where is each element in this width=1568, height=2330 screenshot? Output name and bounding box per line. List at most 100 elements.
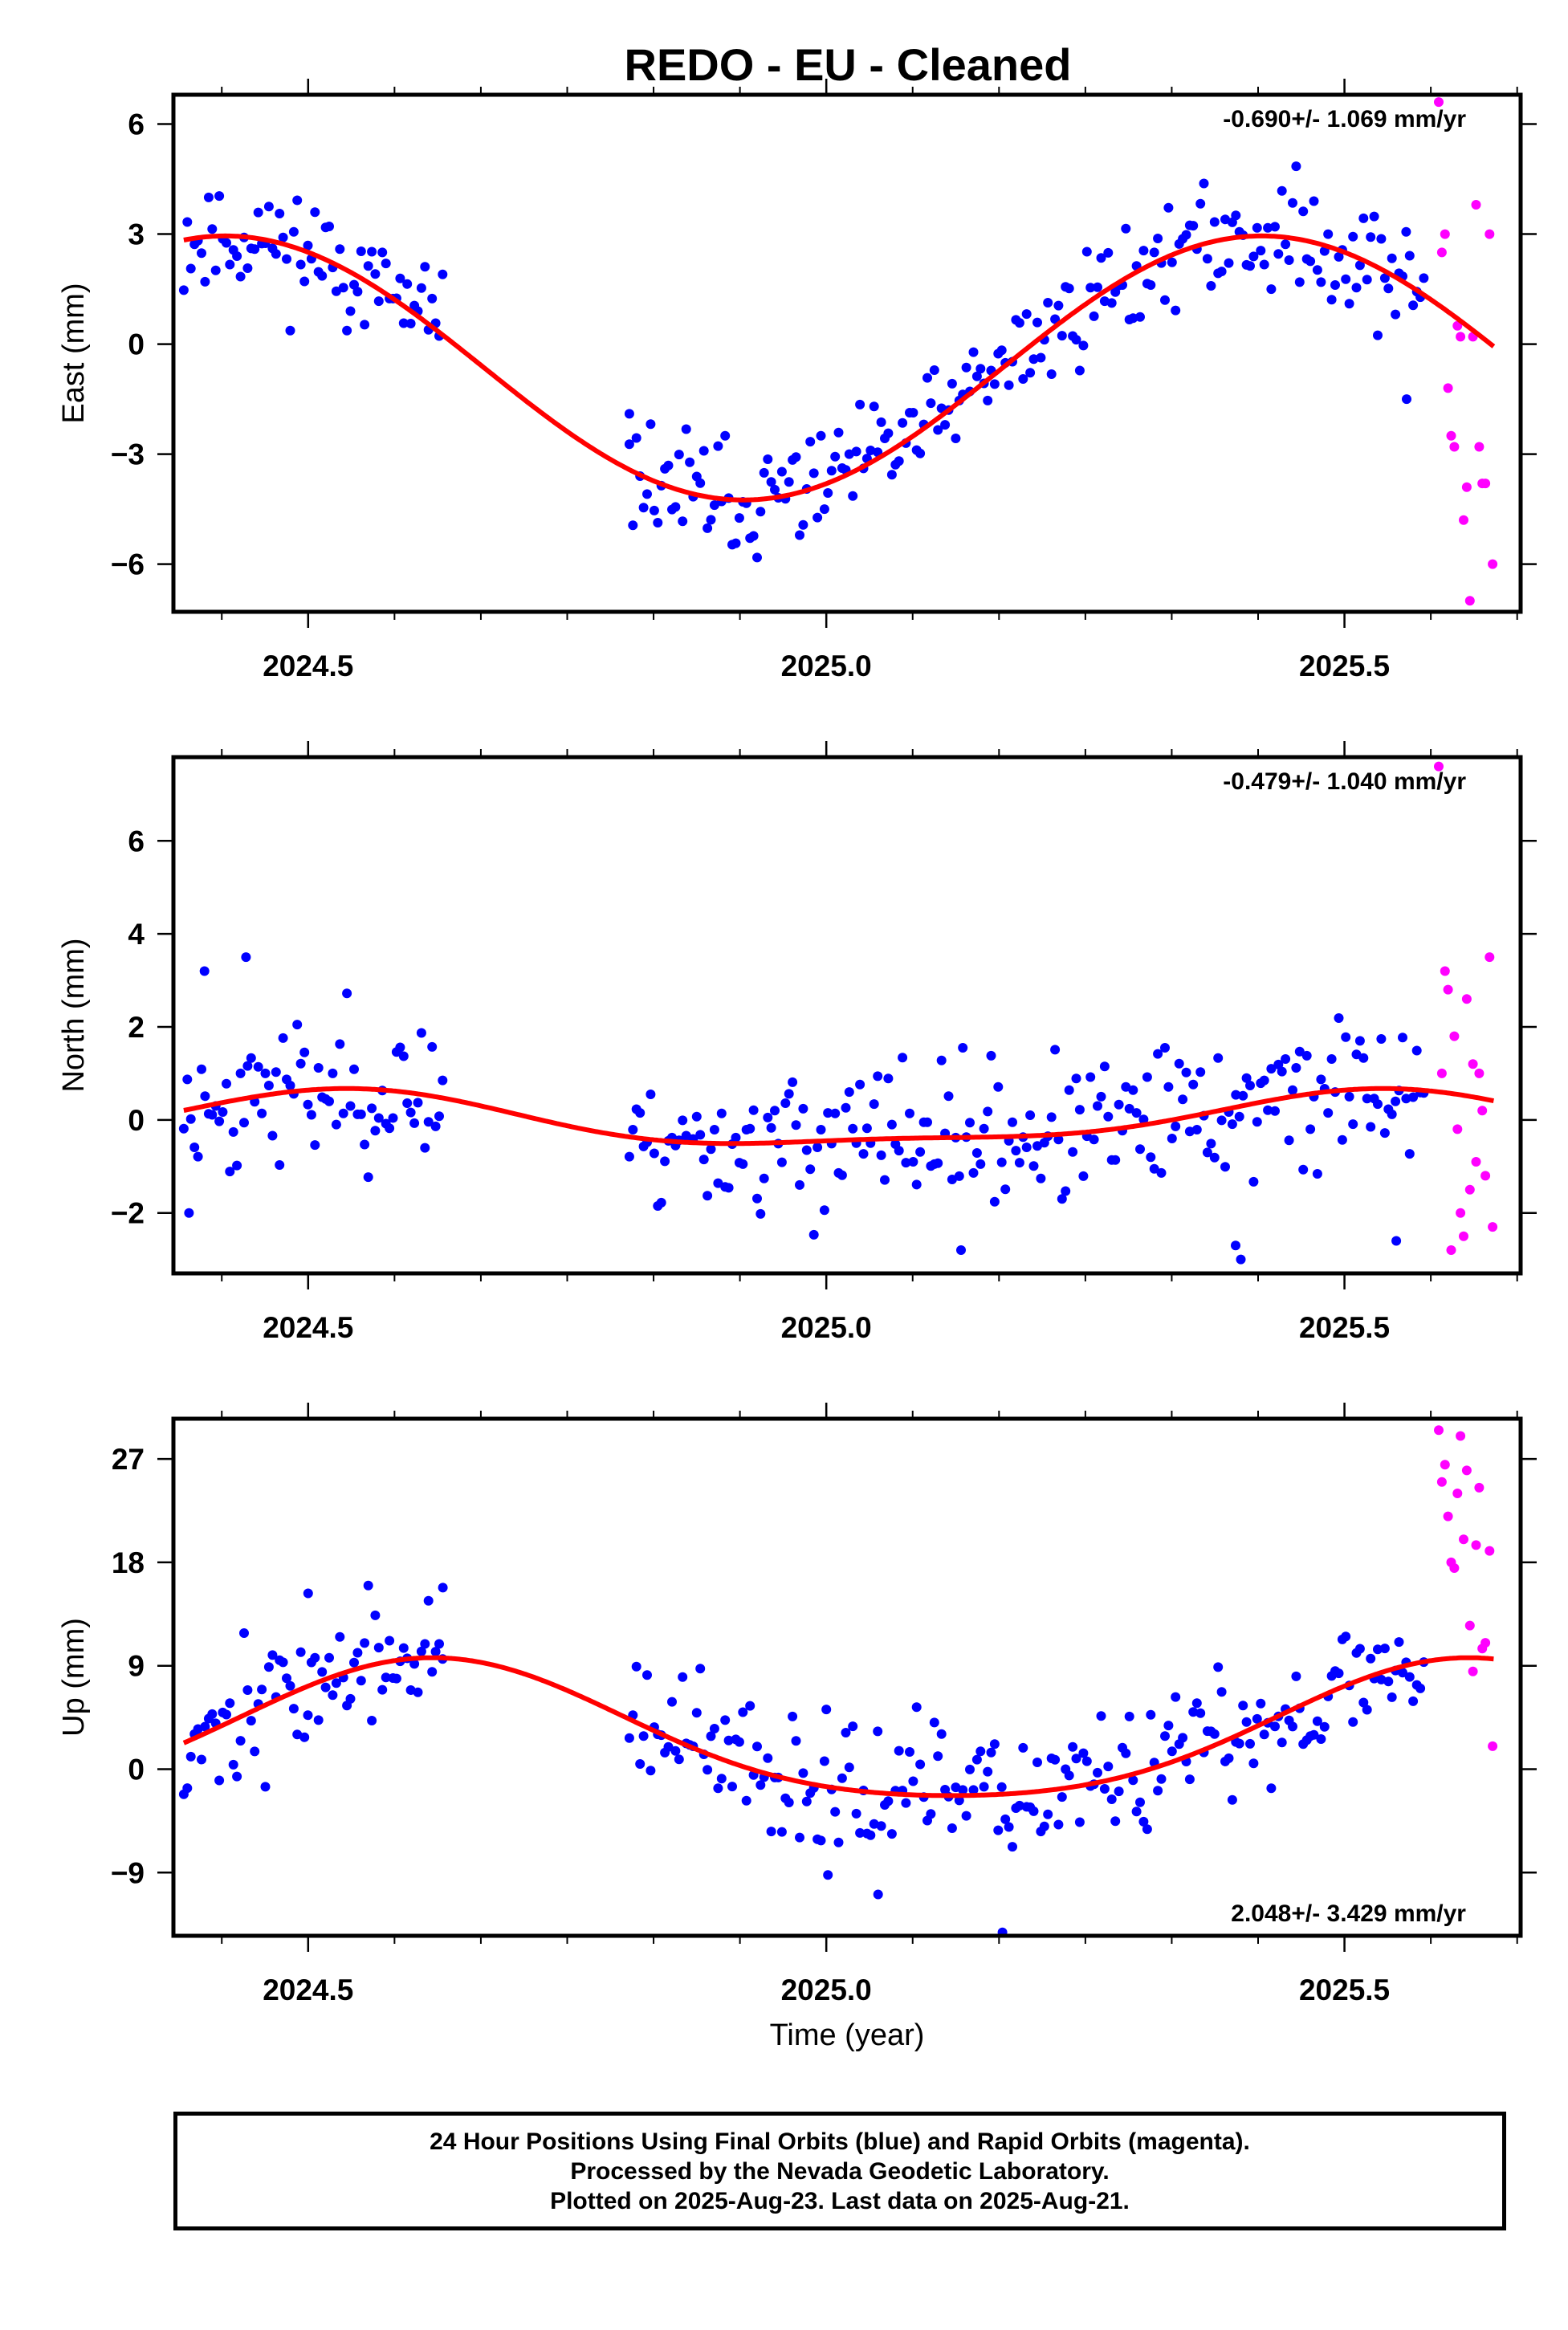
final-orbit-point [1298, 1164, 1309, 1175]
final-orbit-point [303, 1099, 313, 1110]
final-orbit-point [242, 263, 253, 273]
final-orbit-point [738, 1707, 748, 1717]
final-orbit-point [642, 489, 652, 499]
final-orbit-point [1341, 274, 1351, 284]
final-orbit-point [1354, 260, 1365, 271]
final-orbit-point [954, 1171, 964, 1181]
final-orbit-point [253, 1061, 263, 1072]
final-orbit-point [989, 379, 1000, 389]
final-orbit-point [207, 224, 218, 234]
final-orbit-point [883, 1796, 894, 1807]
final-orbit-point [1188, 221, 1199, 231]
final-orbit-point [993, 1081, 1004, 1092]
data-points [178, 97, 1498, 606]
final-orbit-point [986, 1747, 996, 1758]
final-orbit-point [1341, 1032, 1351, 1042]
final-orbit-point [1354, 1036, 1365, 1046]
final-orbit-point [1064, 283, 1074, 294]
final-orbit-point [1163, 1721, 1174, 1731]
final-orbit-point [956, 1245, 966, 1255]
final-orbit-point [848, 1123, 858, 1134]
final-orbit-point [628, 1125, 638, 1134]
final-orbit-point [947, 1175, 957, 1184]
final-orbit-point [278, 1033, 288, 1043]
final-orbit-point [1061, 1186, 1071, 1196]
final-orbit-point [833, 1837, 844, 1847]
final-orbit-point [1074, 1817, 1085, 1827]
final-orbit-point [1305, 1124, 1316, 1134]
final-orbit-point [1078, 1171, 1089, 1181]
final-orbit-point [310, 207, 320, 218]
final-orbit-point [303, 1588, 313, 1599]
final-orbit-point [241, 952, 251, 963]
final-orbit-point [1135, 312, 1145, 322]
final-orbit-point [1273, 249, 1284, 259]
final-orbit-point [898, 1053, 908, 1063]
final-orbit-point [1188, 1079, 1199, 1090]
final-orbit-point [1387, 1692, 1397, 1702]
final-orbit-point [929, 1717, 939, 1728]
final-orbit-point [784, 477, 794, 487]
final-orbit-point [1326, 1054, 1337, 1064]
y-tick-label: 3 [128, 218, 145, 251]
final-orbit-point [713, 441, 723, 451]
final-orbit-point [1330, 280, 1340, 290]
final-orbit-point [642, 1670, 652, 1680]
final-orbit-point [663, 460, 674, 470]
rapid-orbit-point [1468, 1666, 1478, 1676]
final-orbit-point [1291, 1063, 1301, 1073]
final-orbit-point [373, 296, 384, 307]
final-orbit-point [1213, 1053, 1224, 1063]
final-orbit-point [395, 273, 405, 283]
final-orbit-point [1341, 1631, 1351, 1642]
final-orbit-point [310, 1140, 320, 1151]
final-orbit-point [1171, 305, 1181, 316]
final-orbit-point [260, 1068, 271, 1078]
final-orbit-point [1391, 1096, 1401, 1106]
final-orbit-point [808, 1229, 819, 1240]
final-orbit-point [698, 1155, 709, 1165]
final-orbit-point [275, 209, 285, 218]
final-orbit-point [1404, 251, 1415, 261]
final-orbit-point [1103, 247, 1114, 258]
final-orbit-point [222, 1709, 231, 1720]
final-orbit-point [413, 1098, 423, 1108]
final-orbit-point [936, 1729, 947, 1739]
final-orbit-point [299, 276, 310, 287]
final-orbit-point [430, 1121, 441, 1131]
rapid-orbit-point [1434, 1425, 1444, 1436]
final-orbit-point [1305, 256, 1316, 267]
y-axis-label: North (mm) [57, 938, 91, 1092]
final-orbit-point [303, 240, 313, 251]
rapid-orbit-point [1459, 515, 1468, 525]
final-orbit-point [1004, 380, 1014, 390]
final-orbit-point [971, 1148, 982, 1158]
final-orbit-point [791, 452, 801, 462]
final-orbit-point [873, 1071, 883, 1081]
final-orbit-point [1036, 352, 1046, 363]
final-orbit-point [1089, 311, 1099, 321]
final-orbit-point [841, 1728, 851, 1737]
final-orbit-point [306, 1110, 316, 1120]
final-orbit-point [1089, 1134, 1099, 1145]
plot-frame [171, 1416, 1523, 1938]
final-orbit-point [402, 1098, 413, 1108]
final-orbit-point [391, 1673, 401, 1684]
final-orbit-point [1408, 1696, 1419, 1706]
final-orbit-point [1149, 247, 1159, 258]
final-orbit-point [1277, 185, 1287, 196]
final-orbit-point [763, 1753, 773, 1763]
final-orbit-point [199, 966, 210, 976]
final-orbit-point [185, 1114, 196, 1124]
final-orbit-point [210, 265, 221, 275]
rapid-orbit-point [1443, 984, 1453, 995]
final-orbit-point [1008, 1117, 1017, 1127]
final-orbit-point [1241, 1073, 1252, 1083]
final-orbit-point [752, 1193, 762, 1204]
final-orbit-point [1216, 267, 1227, 277]
final-orbit-point [1000, 1814, 1011, 1824]
final-orbit-point [1316, 1074, 1326, 1085]
final-orbit-point [367, 1716, 377, 1725]
final-orbit-point [1146, 1709, 1156, 1720]
final-orbit-point [1351, 283, 1362, 293]
